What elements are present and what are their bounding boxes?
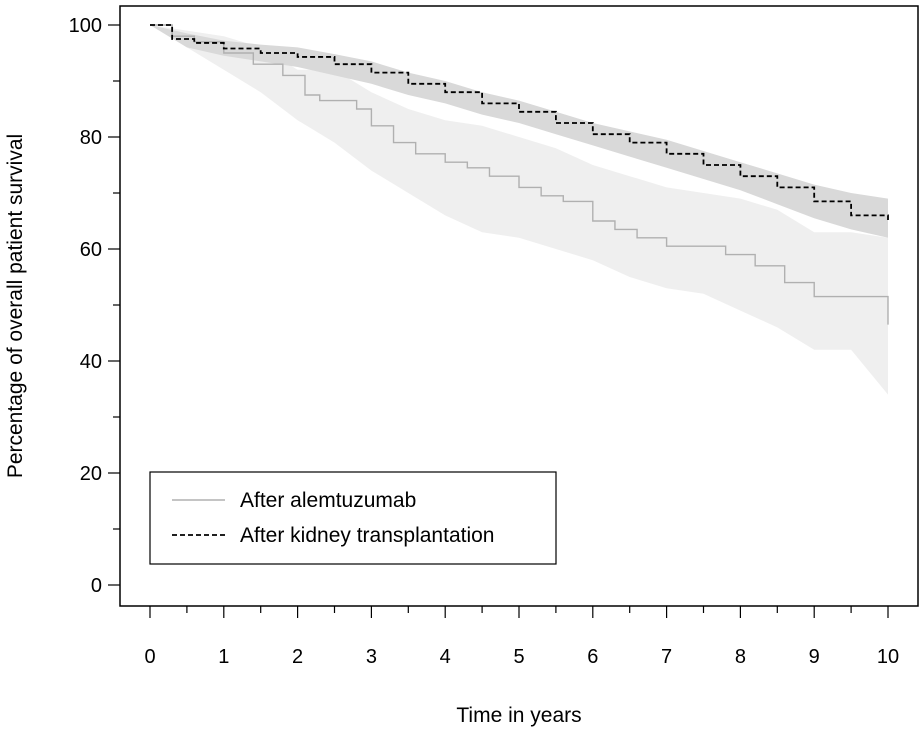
legend-label-alemtuzumab: After alemtuzumab (240, 489, 416, 512)
y-tick-label: 80 (80, 127, 102, 149)
y-tick-label: 0 (91, 575, 102, 597)
y-axis-title: Percentage of overall patient survival (4, 134, 27, 478)
x-tick-label: 0 (144, 646, 155, 668)
x-tick-label: 10 (877, 646, 899, 668)
legend-box (149, 471, 557, 565)
legend: After alemtuzumab After kidney transplan… (149, 471, 557, 565)
x-tick-label: 5 (513, 646, 524, 668)
legend-label-kidney-transplantation: After kidney transplantation (240, 524, 494, 547)
x-tick-label: 8 (735, 646, 746, 668)
x-tick-label: 9 (809, 646, 820, 668)
x-tick-label: 3 (366, 646, 377, 668)
confidence-bands (150, 25, 888, 395)
series-line-alemtuzumab (150, 24, 889, 325)
x-tick-label: 4 (440, 646, 451, 668)
series-lines (150, 24, 889, 325)
y-tick-label: 60 (80, 239, 102, 261)
confidence-band-alemtuzumab (150, 25, 888, 395)
y-tick-label: 100 (69, 15, 102, 37)
x-tick-label: 2 (292, 646, 303, 668)
x-tick-label: 1 (218, 646, 229, 668)
series-line-kidney-transplantation (150, 24, 889, 221)
y-axis: 0 20 40 60 80 100 (69, 15, 120, 597)
x-tick-label: 7 (661, 646, 672, 668)
x-axis-title: Time in years (456, 704, 581, 727)
y-tick-label: 40 (80, 351, 102, 373)
y-tick-label: 20 (80, 463, 102, 485)
x-tick-label: 6 (587, 646, 598, 668)
x-axis: 0 1 2 3 4 5 6 7 8 9 10 (144, 606, 899, 668)
